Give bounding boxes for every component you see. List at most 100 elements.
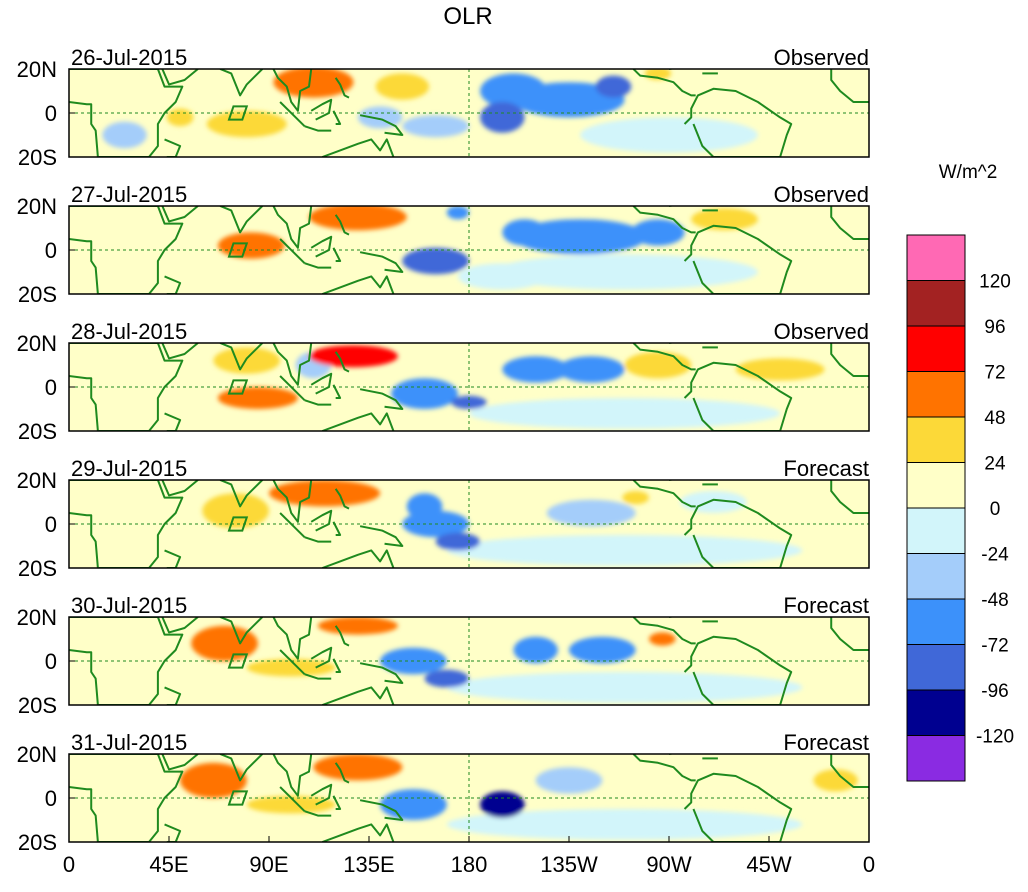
coastline (359, 251, 404, 273)
coastline (334, 214, 350, 236)
anomaly-blob (317, 617, 398, 635)
x-tick-label: 90W (646, 852, 691, 877)
anomaly-blob (102, 502, 192, 546)
y-tick-label: 20N (17, 331, 57, 356)
panel-date: 28-Jul-2015 (71, 319, 187, 344)
coastline (310, 646, 333, 669)
coastline (304, 125, 332, 132)
anomaly-blob (631, 219, 685, 246)
anomaly-blob (313, 754, 403, 781)
coastline (304, 536, 332, 543)
anomaly-blob (402, 247, 469, 275)
y-tick-label: 0 (45, 649, 57, 674)
anomaly-blob (622, 491, 650, 505)
anomaly-blob (217, 387, 298, 409)
coastline (272, 754, 313, 797)
coastline (69, 617, 184, 705)
colorbar-label: 0 (990, 499, 1001, 520)
coastline (279, 512, 306, 538)
coastline (632, 343, 696, 371)
y-tick-label: 20N (17, 742, 57, 767)
coastline (321, 686, 395, 705)
region-box (227, 105, 249, 121)
coastline (279, 101, 306, 127)
panel-label: Observed (774, 319, 869, 344)
coastline (332, 521, 342, 536)
panel-date: 29-Jul-2015 (71, 456, 187, 481)
anomaly-blob (380, 789, 447, 820)
colorbar-label: -48 (981, 590, 1008, 611)
region-box (227, 653, 249, 669)
anomaly-blob (557, 356, 625, 383)
chart-title: OLR (443, 3, 492, 30)
coastline (321, 138, 395, 157)
coastline (161, 206, 199, 223)
coastline (69, 206, 184, 294)
coastline (219, 69, 264, 97)
panel-date: 30-Jul-2015 (71, 593, 187, 618)
coastline (332, 247, 342, 262)
coastline (272, 69, 313, 112)
coastline (304, 673, 332, 680)
coastline (304, 399, 332, 406)
anomaly-blob (735, 358, 825, 381)
coastline (310, 235, 333, 258)
panel-date: 31-Jul-2015 (71, 730, 187, 755)
anomaly-blob (309, 206, 407, 231)
anomaly-blob (273, 69, 354, 98)
anomaly-blob (546, 499, 636, 527)
colorbar-swatch (906, 462, 966, 509)
x-tick-label: 45E (149, 852, 188, 877)
colorbar-swatch (906, 689, 966, 736)
colorbar-units: W/m^2 (939, 162, 998, 183)
coastline (310, 783, 333, 806)
coastline (334, 762, 350, 784)
anomaly-blob (309, 345, 398, 368)
panel-label: Forecast (783, 730, 869, 755)
coastline (279, 649, 306, 675)
coastline (304, 262, 332, 269)
coastline (161, 617, 199, 634)
coastline (161, 480, 199, 497)
coastline (279, 786, 306, 812)
anomaly-blob (446, 535, 803, 566)
anomaly-blob (451, 395, 487, 409)
coastline (359, 662, 404, 684)
colorbar-swatch (906, 234, 966, 281)
colorbar-label: -72 (981, 636, 1008, 657)
coastline (332, 110, 342, 125)
panel: 20N 0 20S 26-Jul-2015 Observed (17, 45, 870, 170)
coastline (69, 754, 184, 842)
y-tick-label: 20N (17, 468, 57, 493)
coastline (272, 343, 313, 386)
region-box (227, 379, 249, 395)
colorbar-label: -120 (976, 727, 1014, 748)
anomaly-blob (391, 378, 458, 409)
colorbar: 120 96 72 48 24 0 -24 -48 -72 -96 -120 (906, 234, 1014, 782)
coastline (359, 388, 404, 410)
y-tick-label: 20N (17, 605, 57, 630)
anomaly-blob (446, 206, 469, 220)
y-tick-label: 20S (18, 830, 57, 855)
region-box (227, 516, 249, 532)
coastline (304, 810, 332, 817)
coastline (632, 617, 696, 645)
anomaly-blob (580, 117, 758, 153)
y-tick-label: 0 (45, 512, 57, 537)
anomaly-blob (595, 75, 632, 98)
anomaly-blob (513, 82, 625, 118)
anomaly-blob (649, 632, 676, 646)
coastline (69, 480, 184, 568)
colorbar-label: 72 (984, 363, 1005, 384)
panel-date: 27-Jul-2015 (71, 182, 187, 207)
panel-label: Forecast (783, 456, 869, 481)
anomaly-blob (91, 214, 181, 242)
coastline (279, 238, 306, 264)
panel: 20N 0 20S 30-Jul-2015 Forecast (17, 593, 870, 718)
coastline (683, 224, 793, 294)
anomaly-blob (246, 795, 336, 814)
colorbar-swatch (906, 598, 966, 645)
coastline (321, 823, 395, 842)
x-tick-label: 90E (249, 852, 288, 877)
